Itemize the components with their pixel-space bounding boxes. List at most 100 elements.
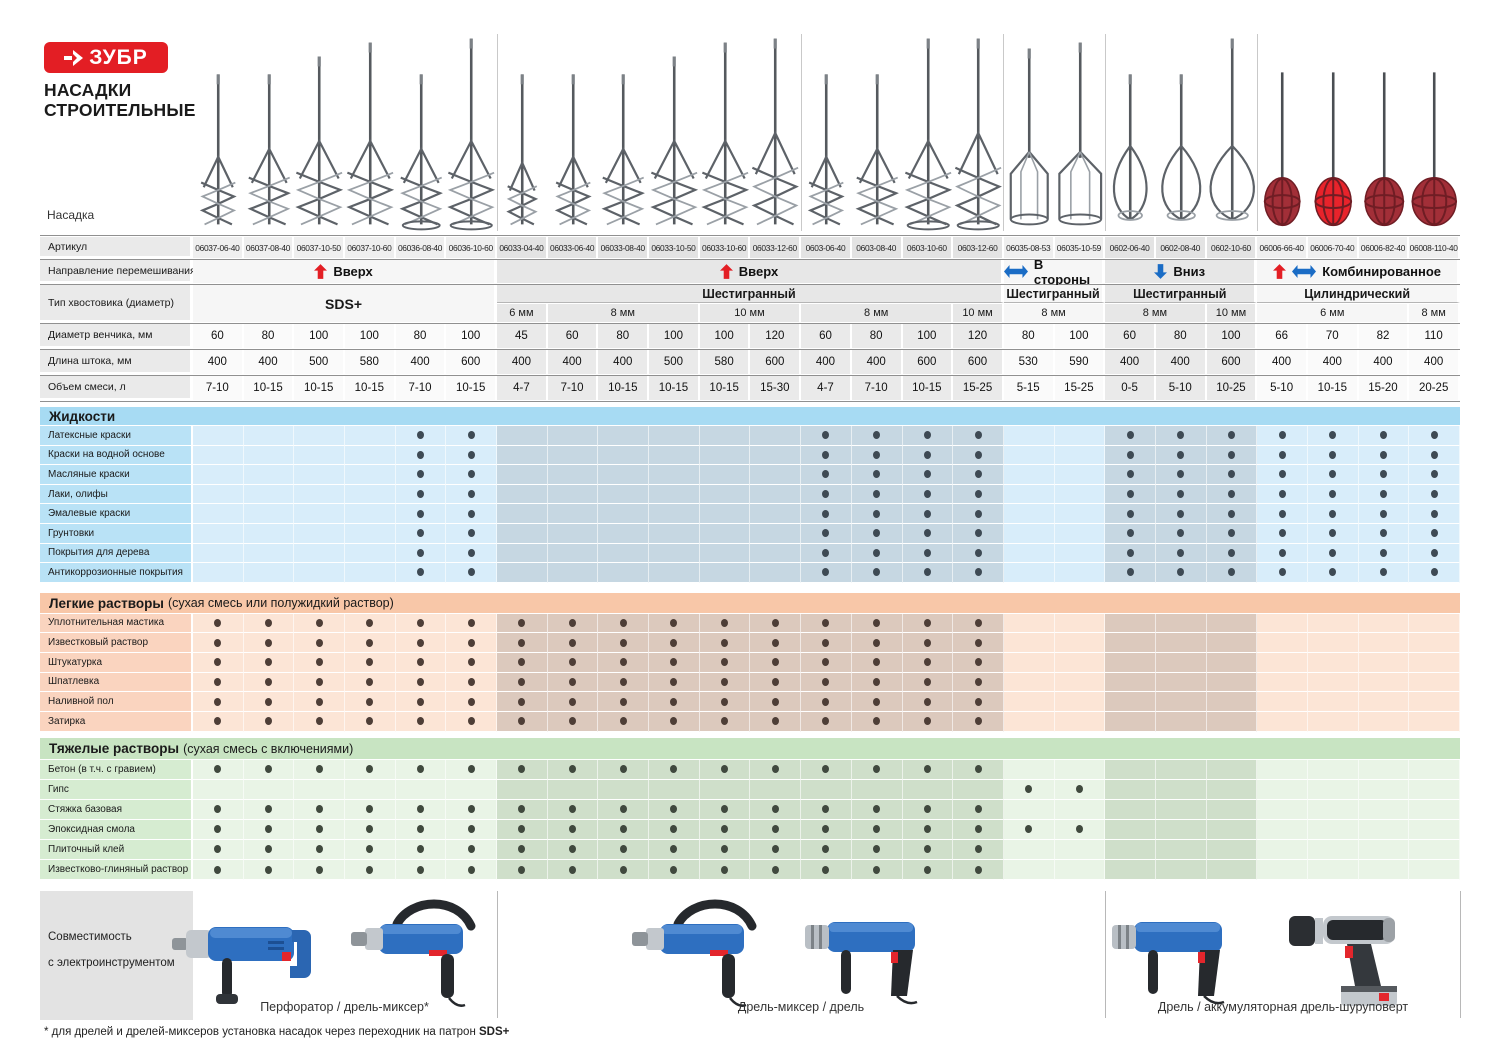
matrix-cell xyxy=(497,524,548,544)
dot xyxy=(1177,490,1185,499)
dot xyxy=(366,697,374,706)
zubr-arrow-icon xyxy=(64,49,84,66)
dot xyxy=(1379,529,1387,538)
attachment-image-col6 xyxy=(446,34,497,231)
matrix-cell xyxy=(598,672,650,693)
matrix-cell xyxy=(953,426,1004,446)
matrix-cell xyxy=(851,426,903,446)
dot xyxy=(771,638,779,647)
matrix-cell xyxy=(1003,543,1055,564)
matrix-cell xyxy=(801,524,852,544)
dot xyxy=(214,765,222,774)
shank-size-cell: 8 мм xyxy=(547,304,700,322)
matrix-cell xyxy=(1358,759,1410,780)
dot xyxy=(771,697,779,706)
dot xyxy=(873,658,881,667)
matrix-cell xyxy=(699,860,751,881)
dot xyxy=(1126,509,1134,518)
row-label: Шпатлевка xyxy=(40,672,193,693)
attachment-image-col14 xyxy=(852,34,903,231)
matrix-cell xyxy=(395,779,447,800)
grid-line xyxy=(40,375,1460,376)
matrix-cell xyxy=(750,860,802,881)
attachment-image-col10 xyxy=(649,34,700,231)
dot xyxy=(822,470,830,479)
matrix-cell xyxy=(294,524,346,544)
matrix-cell xyxy=(1155,692,1207,712)
diameter-cell: 100 xyxy=(294,324,346,348)
matrix-cell xyxy=(1409,524,1460,544)
matrix-cell xyxy=(1155,484,1207,505)
dot xyxy=(771,805,779,814)
dot xyxy=(619,638,627,647)
dot xyxy=(873,717,881,726)
dot xyxy=(417,509,425,518)
matrix-cell xyxy=(1105,426,1156,446)
matrix-cell xyxy=(801,563,852,583)
dot xyxy=(974,717,982,726)
dot xyxy=(873,548,881,557)
matrix-cell xyxy=(598,563,650,583)
matrix-cell xyxy=(395,465,447,485)
matrix-cell xyxy=(1307,799,1359,820)
matrix-cell xyxy=(446,445,498,466)
dot xyxy=(670,717,678,726)
dot xyxy=(923,529,931,538)
matrix-cell xyxy=(750,613,802,634)
matrix-cell xyxy=(193,819,244,840)
shank-type-cell: SDS+ xyxy=(193,285,498,322)
matrix-cell xyxy=(446,692,498,712)
matrix-cell xyxy=(1003,799,1055,820)
matrix-cell xyxy=(1257,779,1308,800)
article-cell: 06036-10-60 xyxy=(446,237,498,258)
dot xyxy=(721,677,729,686)
matrix-cell xyxy=(497,839,548,860)
length-cell: 400 xyxy=(1358,350,1410,374)
dot xyxy=(1430,490,1438,499)
matrix-cell xyxy=(801,426,852,446)
matrix-cell xyxy=(1155,672,1207,693)
matrix-cell xyxy=(345,524,396,544)
matrix-cell xyxy=(1409,779,1460,800)
volume-cell: 10-15 xyxy=(294,376,346,400)
matrix-cell xyxy=(345,484,396,505)
matrix-cell xyxy=(1206,465,1258,485)
dot xyxy=(214,825,222,834)
dot xyxy=(822,638,830,647)
matrix-cell xyxy=(902,779,954,800)
dot xyxy=(366,677,374,686)
attachment-image-col21 xyxy=(1207,34,1258,231)
matrix-cell xyxy=(1054,465,1106,485)
dot xyxy=(670,765,678,774)
matrix-cell xyxy=(699,839,751,860)
dot xyxy=(366,805,374,814)
matrix-cell xyxy=(497,759,548,780)
matrix-cell xyxy=(1358,504,1410,524)
matrix-cell xyxy=(1003,712,1055,732)
dot xyxy=(771,845,779,854)
dot xyxy=(265,697,272,706)
matrix-cell xyxy=(750,692,802,712)
volume-cell: 5-10 xyxy=(1257,376,1308,400)
matrix-cell xyxy=(1257,563,1308,583)
mixer-drill-image xyxy=(345,894,515,1012)
matrix-cell xyxy=(193,779,244,800)
matrix-cell xyxy=(750,633,802,653)
dot xyxy=(417,805,425,814)
dot xyxy=(974,431,982,440)
matrix-cell xyxy=(1105,799,1156,820)
dot xyxy=(265,765,272,774)
row-label: Антикоррозионные покрытия xyxy=(40,563,193,583)
dot xyxy=(366,765,374,774)
matrix-cell xyxy=(193,524,244,544)
matrix-cell xyxy=(446,672,498,693)
matrix-cell xyxy=(1105,445,1156,466)
matrix-cell xyxy=(1105,759,1156,780)
matrix-cell xyxy=(497,504,548,524)
matrix-cell xyxy=(1206,543,1258,564)
article-cell: 06033-04-40 xyxy=(497,237,548,258)
matrix-cell xyxy=(750,652,802,673)
dot xyxy=(1329,568,1337,577)
matrix-cell xyxy=(395,860,447,881)
matrix-cell xyxy=(953,484,1004,505)
